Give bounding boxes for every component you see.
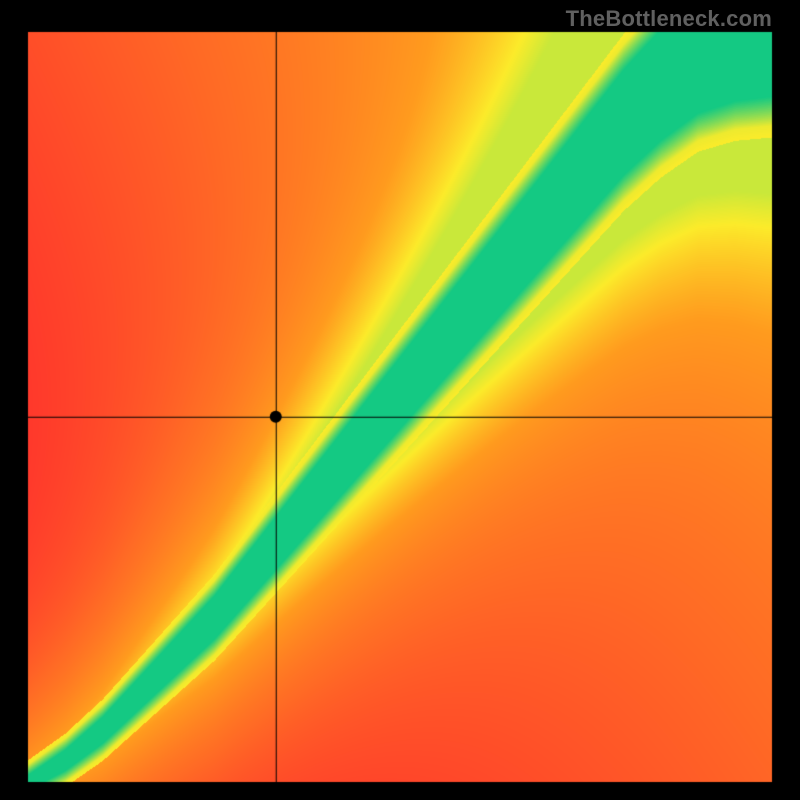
heatmap-canvas [0, 0, 800, 800]
chart-container: TheBottleneck.com [0, 0, 800, 800]
watermark-text: TheBottleneck.com [566, 6, 772, 32]
